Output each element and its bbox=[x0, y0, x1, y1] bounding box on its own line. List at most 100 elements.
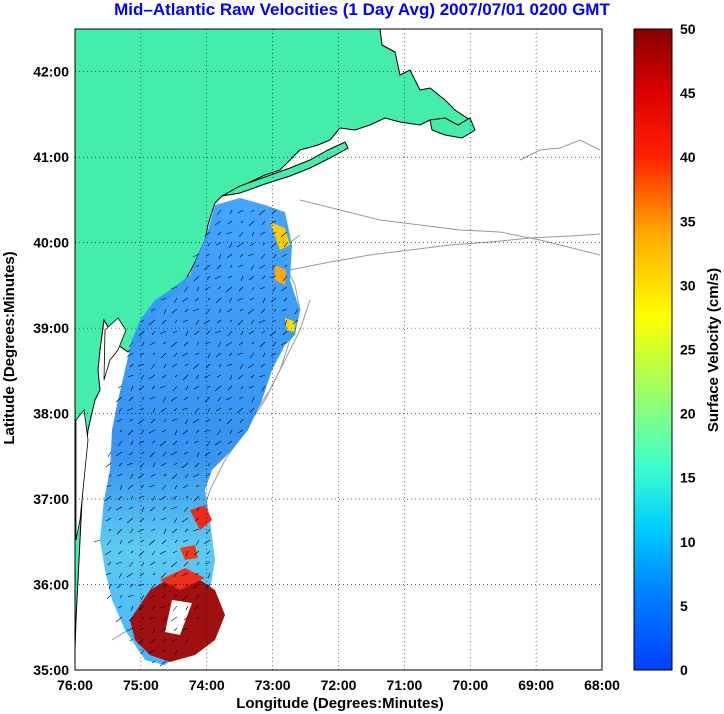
velocity-arrow bbox=[184, 308, 189, 313]
velocity-arrow bbox=[195, 264, 200, 268]
velocity-arrow bbox=[171, 638, 178, 642]
velocity-arrow bbox=[118, 572, 123, 579]
velocity-arrow bbox=[181, 517, 189, 523]
velocity-arrow bbox=[217, 396, 222, 402]
velocity-arrow bbox=[171, 583, 178, 588]
colorbar-tick-label: 25 bbox=[680, 342, 696, 358]
velocity-arrow bbox=[240, 330, 244, 336]
velocity-arrow bbox=[128, 396, 134, 402]
velocity-arrow bbox=[269, 275, 277, 279]
velocity-arrow bbox=[173, 517, 178, 524]
velocity-arrow bbox=[172, 605, 178, 612]
velocity-arrow bbox=[280, 231, 288, 238]
velocity-arrow bbox=[195, 374, 200, 380]
velocity-arrow bbox=[239, 363, 244, 370]
velocity-arrow bbox=[214, 220, 222, 226]
velocity-arrow bbox=[159, 440, 167, 447]
velocity-arrow bbox=[261, 330, 266, 334]
velocity-arrow bbox=[130, 385, 134, 392]
velocity-arrow bbox=[150, 363, 156, 370]
velocity-arrow bbox=[206, 385, 211, 389]
velocity-arrow bbox=[249, 297, 255, 301]
data-gap bbox=[165, 600, 192, 635]
velocity-arrow bbox=[251, 341, 255, 345]
velocity-arrow bbox=[162, 396, 167, 403]
velocity-arrow bbox=[150, 583, 156, 590]
velocity-arrow bbox=[183, 341, 189, 347]
velocity-arrow bbox=[140, 319, 145, 323]
velocity-arrow bbox=[251, 396, 255, 403]
velocity-arrow bbox=[251, 231, 255, 237]
velocity-arrow bbox=[140, 484, 145, 489]
velocity-arrow bbox=[226, 308, 233, 313]
velocity-arrow bbox=[281, 253, 288, 258]
velocity-arrow bbox=[225, 396, 233, 401]
velocity-arrow bbox=[140, 429, 145, 435]
velocity-arrow bbox=[270, 297, 277, 303]
velocity-arrow bbox=[228, 242, 233, 249]
velocity-arrow bbox=[104, 550, 112, 556]
hot-spot bbox=[180, 545, 198, 560]
velocity-arrow bbox=[216, 319, 222, 324]
velocity-arrow bbox=[226, 418, 233, 425]
velocity-arrow bbox=[151, 550, 156, 556]
velocity-arrow bbox=[152, 352, 156, 356]
velocity-arrow bbox=[207, 242, 211, 247]
velocity-arrow bbox=[215, 352, 222, 358]
velocity-arrow bbox=[160, 572, 167, 579]
velocity-arrow bbox=[149, 506, 156, 512]
velocity-arrow bbox=[173, 407, 178, 412]
y-tick-label: 35:00 bbox=[33, 662, 69, 678]
velocity-arrow bbox=[117, 495, 123, 501]
velocity-arrow bbox=[194, 462, 200, 468]
velocity-arrow bbox=[185, 550, 189, 557]
velocity-arrow bbox=[250, 374, 255, 379]
velocity-arrow bbox=[171, 473, 178, 480]
velocity-arrow bbox=[214, 330, 222, 334]
velocity-arrow bbox=[163, 638, 167, 643]
velocity-arrow bbox=[159, 330, 167, 335]
x-tick-label: 74:00 bbox=[189, 677, 225, 693]
velocity-arrow bbox=[115, 451, 123, 457]
velocity-arrow bbox=[227, 330, 233, 337]
velocity-arrow bbox=[181, 462, 189, 469]
velocity-arrow bbox=[172, 385, 178, 392]
velocity-arrow bbox=[162, 561, 167, 565]
velocity-arrow bbox=[215, 242, 222, 246]
velocity-arrow bbox=[226, 253, 233, 259]
velocity-arrow bbox=[238, 341, 244, 346]
velocity-arrow bbox=[183, 396, 189, 401]
velocity-arrow bbox=[249, 242, 255, 247]
velocity-arrow bbox=[106, 539, 112, 546]
velocity-arrow bbox=[170, 341, 178, 348]
velocity-arrow bbox=[107, 506, 112, 512]
y-tick-labels: 42:00 41:00 40:00 39:00 38:00 37:00 36:00 35:00 bbox=[33, 64, 69, 678]
velocity-arrow bbox=[185, 495, 189, 499]
velocity-arrow bbox=[282, 330, 288, 336]
velocity-arrow bbox=[196, 451, 200, 458]
velocity-arrow bbox=[207, 297, 211, 301]
velocity-arrow bbox=[161, 429, 167, 433]
velocity-arrow bbox=[149, 561, 156, 566]
velocity-arrow bbox=[181, 297, 189, 303]
velocity-arrow bbox=[163, 308, 167, 315]
velocity-arrow bbox=[170, 396, 178, 402]
velocity-arrow bbox=[184, 473, 189, 479]
velocity-arrow bbox=[148, 594, 156, 600]
velocity-arrow bbox=[141, 341, 145, 347]
velocity-arrow bbox=[130, 550, 134, 554]
velocity-arrow bbox=[284, 319, 288, 326]
velocity-arrow bbox=[126, 517, 134, 524]
velocity-arrow bbox=[173, 297, 178, 304]
velocity-arrow bbox=[228, 407, 233, 411]
velocity-arrow bbox=[196, 561, 200, 566]
long-island bbox=[221, 141, 349, 197]
velocity-arrow bbox=[215, 407, 222, 412]
velocity-arrow bbox=[162, 616, 167, 623]
velocity-arrow bbox=[137, 473, 145, 479]
velocity-arrow bbox=[138, 385, 145, 391]
velocity-arrow bbox=[171, 418, 178, 422]
colorbar bbox=[633, 28, 673, 671]
velocity-arrow bbox=[248, 330, 255, 335]
y-tick-label: 39:00 bbox=[33, 320, 69, 336]
